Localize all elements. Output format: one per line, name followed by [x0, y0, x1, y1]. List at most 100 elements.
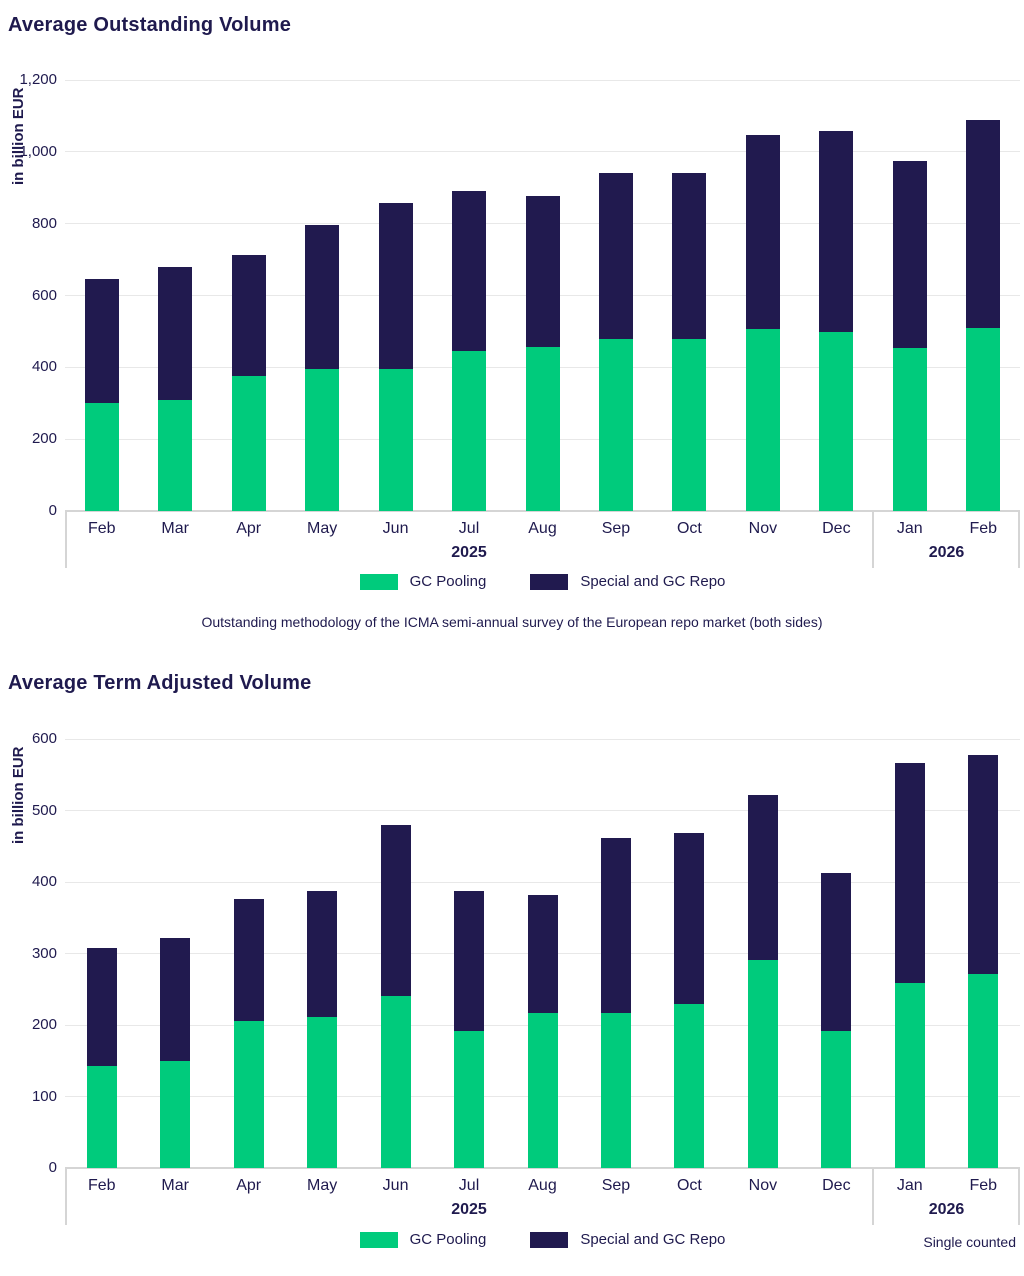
x-tick-label: Jun: [382, 520, 409, 537]
x-axis-line: [65, 510, 1020, 512]
axis-band-left-border: [65, 511, 67, 568]
year-label: 2026: [928, 1201, 965, 1218]
special-repo-legend-label: Special and GC Repo: [580, 1231, 726, 1248]
bar-segment-special-gc-repo: [380, 824, 411, 996]
x-tick-label: Nov: [748, 1177, 778, 1194]
x-tick-label: Apr: [236, 1177, 262, 1194]
special-repo-legend-label: Special and GC Repo: [580, 573, 726, 590]
bar-segment-special-gc-repo: [747, 794, 778, 960]
bar-segment-gc-pooling: [745, 328, 780, 511]
bar-segment-gc-pooling: [674, 1003, 705, 1168]
special-repo-swatch: [530, 573, 569, 590]
year-label: 2025: [451, 544, 487, 561]
bar-segment-gc-pooling: [672, 339, 707, 511]
bar-segment-gc-pooling: [598, 339, 633, 511]
bar-segment-gc-pooling: [231, 376, 266, 511]
x-tick-label: Feb: [87, 1177, 116, 1194]
bar-segment-special-gc-repo: [525, 195, 560, 348]
y-tick-label: 0: [48, 502, 57, 519]
bar-segment-special-gc-repo: [674, 833, 705, 1004]
x-tick-label: Mar: [161, 1177, 189, 1194]
bar-segment-special-gc-repo: [819, 131, 854, 333]
axis-band-right-border: [1018, 511, 1020, 568]
gc-pooling-legend-label: GC Pooling: [409, 1231, 487, 1248]
x-tick-label: Feb: [969, 520, 998, 537]
bar-segment-gc-pooling: [819, 332, 854, 511]
bar-segment-special-gc-repo: [600, 837, 631, 1013]
x-tick-label: Jul: [458, 1177, 480, 1194]
y-tick-label: 500: [31, 801, 57, 819]
bar-segment-gc-pooling: [454, 1030, 485, 1168]
gc-pooling-swatch: [359, 1231, 398, 1248]
x-tick-label: May: [306, 1177, 338, 1194]
bar-segment-special-gc-repo: [454, 890, 485, 1031]
bar-segment-gc-pooling: [378, 368, 413, 511]
bar-segment-special-gc-repo: [231, 255, 266, 377]
y-tick-label: 300: [31, 944, 57, 962]
year-label: 2025: [451, 1201, 487, 1218]
bar-segment-gc-pooling: [527, 1012, 558, 1168]
bar-segment-gc-pooling: [966, 327, 1001, 511]
chart2-title: Average Term Adjusted Volume: [8, 672, 312, 694]
x-tick-label: Nov: [748, 520, 778, 537]
bar-segment-special-gc-repo: [307, 890, 338, 1018]
x-tick-label: Jan: [896, 520, 923, 537]
bar-segment-special-gc-repo: [968, 754, 999, 974]
bar-segment-special-gc-repo: [158, 266, 193, 400]
bar-segment-special-gc-repo: [160, 938, 191, 1061]
gridline: [65, 881, 1020, 883]
x-tick-label: Sep: [601, 1177, 631, 1194]
x-tick-label: Feb: [969, 1177, 998, 1194]
x-tick-label: Apr: [236, 520, 262, 537]
x-tick-label: Oct: [676, 1177, 702, 1194]
y-tick-label: 200: [31, 430, 57, 448]
y-tick-label: 0: [48, 1159, 57, 1176]
year-separator: [872, 511, 875, 568]
bar-segment-special-gc-repo: [86, 947, 117, 1066]
x-tick-label: Aug: [528, 1177, 557, 1194]
single-counted-note: Single counted: [923, 1234, 1016, 1250]
y-tick-label: 1,000: [19, 142, 57, 160]
y-tick-label: 1,200: [19, 71, 57, 88]
gc-pooling-swatch: [359, 573, 398, 590]
bar-segment-special-gc-repo: [233, 899, 264, 1022]
bar-segment-special-gc-repo: [672, 172, 707, 340]
bar-segment-gc-pooling: [160, 1060, 191, 1168]
bar-segment-gc-pooling: [525, 347, 560, 511]
bar-segment-special-gc-repo: [745, 134, 780, 329]
x-tick-label: Oct: [676, 520, 702, 537]
bar-segment-gc-pooling: [307, 1017, 338, 1168]
x-tick-label: Dec: [822, 520, 851, 537]
x-tick-label: Jul: [458, 520, 480, 537]
bar-segment-gc-pooling: [892, 347, 927, 511]
gridline: [65, 810, 1020, 811]
x-tick-label: Dec: [822, 1177, 851, 1194]
bar-segment-special-gc-repo: [892, 161, 927, 348]
bar-segment-gc-pooling: [894, 982, 925, 1168]
y-tick-label: 400: [31, 358, 57, 376]
y-tick-label: 600: [31, 730, 57, 747]
bar-segment-gc-pooling: [452, 351, 487, 511]
bar-segment-gc-pooling: [600, 1012, 631, 1168]
chart1-legend: GC Pooling Special and GC Repo: [65, 573, 1020, 590]
bar-segment-special-gc-repo: [598, 172, 633, 340]
bar-segment-gc-pooling: [380, 995, 411, 1168]
gridline: [65, 738, 1020, 740]
x-tick-label: Sep: [601, 520, 631, 537]
chart2-legend: GC Pooling Special and GC Repo: [65, 1231, 1020, 1248]
bar-segment-gc-pooling: [968, 973, 999, 1168]
bar-segment-gc-pooling: [158, 399, 193, 511]
bar-segment-special-gc-repo: [894, 763, 925, 983]
special-repo-swatch: [530, 1231, 569, 1248]
bar-segment-special-gc-repo: [821, 872, 852, 1031]
x-tick-label: Mar: [161, 520, 189, 537]
y-tick-label: 400: [31, 873, 57, 890]
x-axis-line: [65, 1167, 1020, 1169]
year-label: 2026: [928, 544, 965, 561]
y-tick-label: 100: [31, 1087, 57, 1105]
gc-pooling-legend-label: GC Pooling: [409, 573, 487, 590]
bar-segment-gc-pooling: [305, 368, 340, 511]
bar-segment-special-gc-repo: [305, 225, 340, 369]
